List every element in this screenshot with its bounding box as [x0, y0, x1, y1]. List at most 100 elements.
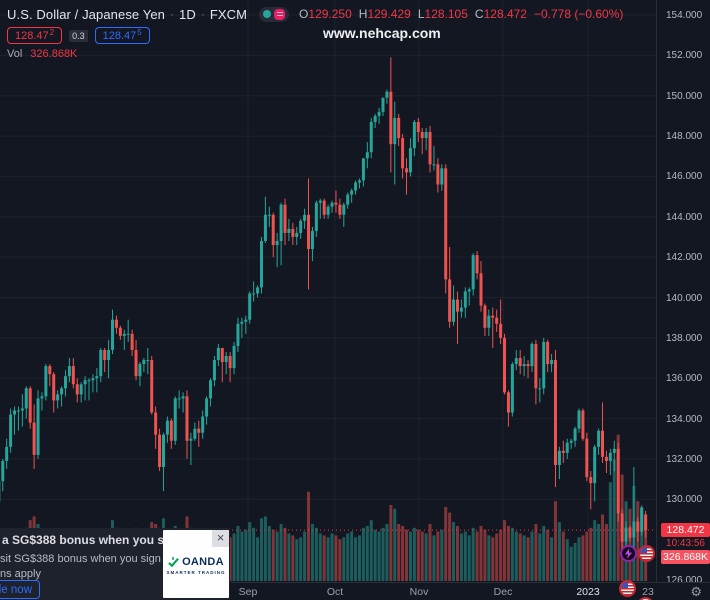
candle-body [530, 343, 534, 367]
volume-bar [526, 537, 530, 581]
volume-bar [538, 533, 542, 581]
interval-label[interactable]: 1D [178, 6, 196, 22]
volume-bar [373, 529, 377, 581]
volume-bar [459, 533, 463, 581]
volume-bar [550, 537, 554, 581]
time-tick-label: Sep [238, 586, 258, 598]
us-flag-event-icon[interactable] [638, 545, 655, 562]
volume-bar [397, 524, 401, 581]
volume-bar [420, 531, 424, 581]
candle-body [310, 230, 314, 250]
volume-bar [565, 539, 569, 581]
ask-box[interactable]: 128.47 5 [94, 27, 150, 44]
candle-body [522, 364, 526, 367]
price-tick-label: 136.000 [666, 373, 703, 385]
volume-bar [236, 525, 240, 581]
candle-body [585, 438, 589, 478]
candle-body [40, 396, 44, 399]
candle-body [169, 420, 173, 441]
candle-body [126, 333, 130, 335]
candle-body [244, 319, 248, 322]
candle-body [228, 356, 232, 369]
volume-bar [248, 522, 252, 581]
candle-body [13, 410, 17, 415]
candle-body [275, 241, 279, 246]
price-tick-label: 142.000 [666, 252, 703, 264]
volume-bar [452, 522, 456, 581]
separator: · [169, 7, 174, 21]
candle-body [483, 305, 487, 328]
candle-body [189, 438, 193, 441]
volume-bar [640, 508, 644, 581]
candle-body [150, 360, 154, 413]
brand-tagline: SMARTER TRADING [166, 570, 226, 575]
candle-body [283, 204, 287, 233]
lightning-event-icon[interactable] [620, 545, 637, 562]
us-flag-event-icon[interactable] [619, 580, 636, 597]
candle-body [165, 420, 169, 435]
candle-body [546, 341, 550, 365]
market-status-icon [263, 10, 272, 18]
candle-body [452, 299, 456, 322]
trade-now-button[interactable]: ade now [0, 580, 40, 599]
volume-bar [381, 527, 385, 581]
candle-body [118, 327, 122, 336]
candle-body [361, 158, 365, 181]
candle-body [440, 168, 444, 185]
volume-bar [483, 529, 487, 581]
candle-body [612, 448, 616, 453]
volume-bar [369, 520, 373, 581]
candle-body [644, 514, 648, 531]
volume-bar [491, 537, 495, 581]
candle-body [565, 442, 569, 453]
price-tick-label: 126.000 [666, 575, 703, 586]
volume-bar [307, 491, 311, 581]
close-icon[interactable]: × [212, 530, 229, 547]
volume-bar [330, 533, 334, 581]
candle-body [342, 204, 346, 215]
advertiser-card[interactable]: × OANDA SMARTER TRADING [163, 530, 229, 598]
candle-body [550, 360, 554, 365]
volume-bar [542, 525, 546, 581]
price-axis[interactable]: 154.000 152.000 150.000 148.000 146.000 144.0… [656, 0, 710, 586]
candle-body [232, 345, 236, 369]
volume-bar [271, 529, 275, 581]
candle-body [510, 364, 514, 413]
candle-body [432, 164, 436, 166]
candle-body [193, 428, 197, 439]
candle-body [601, 430, 605, 457]
candle-body [514, 358, 518, 365]
volume-bar [444, 506, 448, 581]
candle-body [185, 396, 189, 441]
candle-body [561, 450, 565, 453]
volume-bar [534, 524, 538, 581]
time-tick-label: Oct [326, 586, 344, 598]
volume-bar [287, 533, 291, 581]
volume-bar [259, 518, 263, 581]
volume-bar [510, 527, 514, 581]
bid-box[interactable]: 128.47 2 [7, 27, 63, 44]
volume-bar [471, 527, 475, 581]
symbol-title[interactable]: U.S. Dollar / Japanese Yen [7, 6, 165, 22]
candle-body [154, 412, 158, 435]
volume-bar [557, 522, 561, 581]
candle-body [357, 180, 361, 183]
candle-body [16, 410, 20, 412]
price-tick-label: 146.000 [666, 171, 703, 183]
volume-bar [581, 535, 585, 581]
volume-bar [256, 537, 260, 581]
candle-body [60, 388, 64, 395]
watermark: www.nehcap.com [323, 25, 441, 41]
volume-bar [467, 535, 471, 581]
candle-body [436, 164, 440, 185]
gear-icon[interactable]: ⚙ [690, 584, 702, 599]
volume-bar [295, 539, 299, 581]
volume-bar [346, 533, 350, 581]
status-toggle[interactable] [259, 6, 290, 22]
candle-body [401, 138, 405, 169]
volume-bar [577, 537, 581, 581]
candle-body [416, 121, 420, 133]
candle-body [534, 343, 538, 389]
volume-bar [573, 543, 577, 581]
